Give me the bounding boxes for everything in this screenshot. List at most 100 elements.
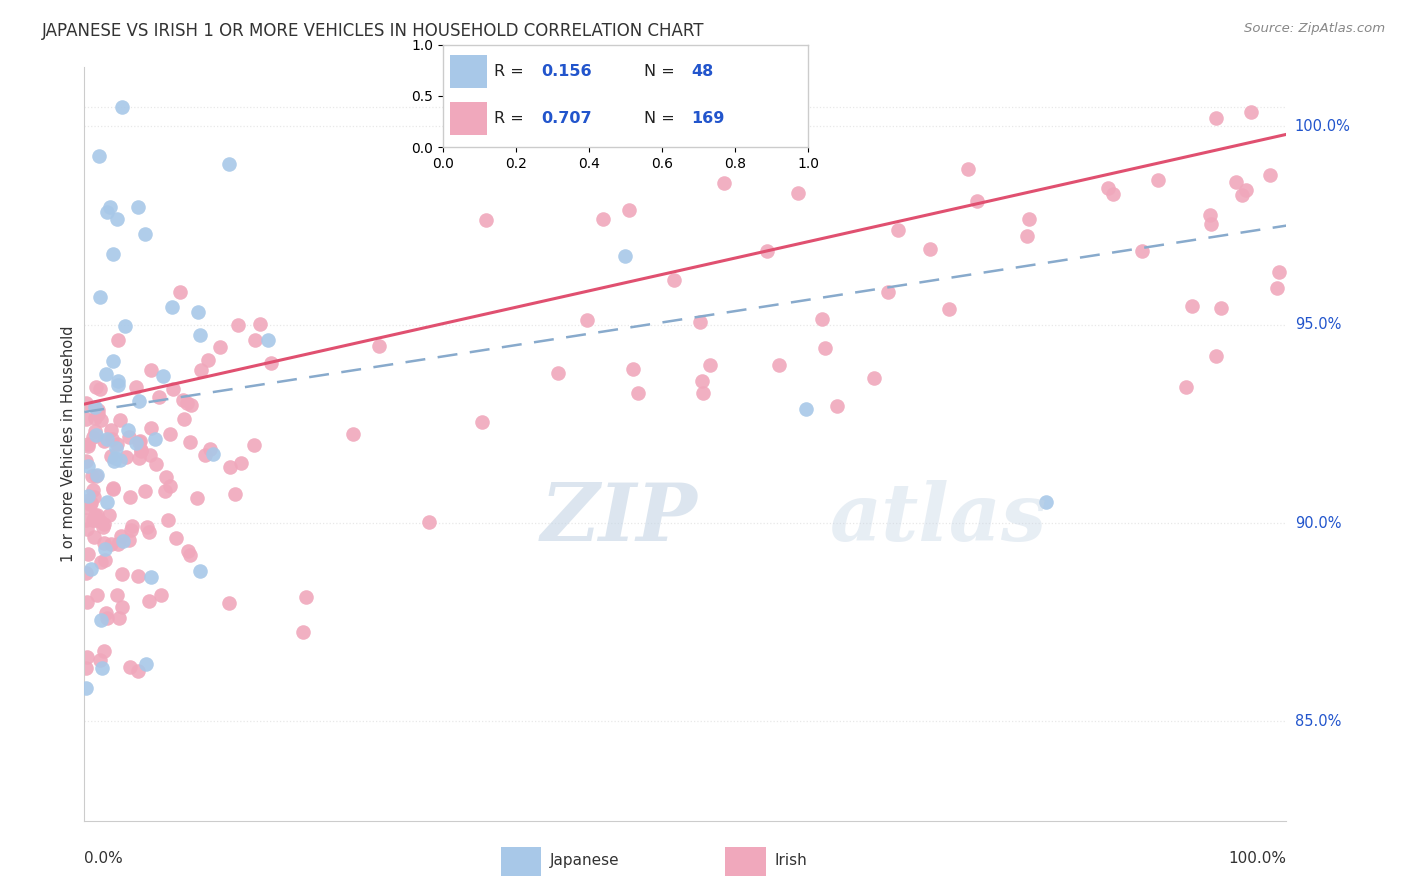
Point xyxy=(120,660,142,674)
Point xyxy=(1205,349,1227,363)
Point xyxy=(91,661,114,675)
Point xyxy=(75,454,97,468)
Point xyxy=(226,318,249,332)
Point xyxy=(1132,244,1154,259)
Point xyxy=(956,162,979,177)
Point xyxy=(1018,211,1040,226)
Point xyxy=(96,204,118,219)
Point xyxy=(257,334,280,348)
Point xyxy=(1209,301,1232,315)
Point xyxy=(111,566,134,581)
Point xyxy=(138,524,160,539)
Point xyxy=(107,536,129,550)
Point xyxy=(90,555,112,569)
Point xyxy=(84,508,107,522)
Point xyxy=(614,249,637,263)
Point xyxy=(1147,173,1170,187)
Text: 169: 169 xyxy=(692,111,725,126)
Point xyxy=(1035,495,1057,509)
Point xyxy=(128,451,150,466)
Point xyxy=(810,312,832,326)
Point xyxy=(139,570,162,584)
Text: Source: ZipAtlas.com: Source: ZipAtlas.com xyxy=(1244,22,1385,36)
Point xyxy=(135,657,157,671)
Point xyxy=(101,432,124,446)
Point xyxy=(148,390,170,404)
Point xyxy=(249,317,271,331)
Text: Irish: Irish xyxy=(775,854,807,868)
Point xyxy=(77,439,100,453)
Point xyxy=(157,512,180,526)
Point xyxy=(110,413,132,427)
Point xyxy=(80,496,103,510)
Point xyxy=(690,374,713,388)
Point xyxy=(187,305,209,319)
Point xyxy=(96,368,118,382)
Point xyxy=(887,223,910,237)
Text: N =: N = xyxy=(644,63,681,78)
Point xyxy=(159,479,181,493)
Point xyxy=(80,469,103,483)
Point xyxy=(173,411,195,425)
Text: 0.0%: 0.0% xyxy=(84,851,124,866)
Point xyxy=(127,200,149,214)
Point xyxy=(1230,188,1253,202)
Point xyxy=(1258,168,1281,182)
Point xyxy=(367,339,389,353)
Point xyxy=(794,402,817,417)
Text: 100.0%: 100.0% xyxy=(1295,119,1351,134)
Point xyxy=(94,541,117,556)
Point xyxy=(83,530,105,544)
Point xyxy=(100,423,122,437)
Point xyxy=(114,319,136,334)
Point xyxy=(111,599,134,614)
Point xyxy=(475,213,498,227)
Point xyxy=(1175,380,1198,394)
Point xyxy=(149,588,172,602)
Point xyxy=(108,452,131,467)
Point xyxy=(77,547,100,561)
Point xyxy=(938,301,960,316)
Point xyxy=(295,590,318,604)
Point xyxy=(82,430,104,444)
Point xyxy=(139,449,162,463)
Point xyxy=(93,644,115,658)
Point xyxy=(471,415,494,429)
Text: 0.707: 0.707 xyxy=(541,111,592,126)
Point xyxy=(152,368,174,383)
Text: 85.0%: 85.0% xyxy=(1295,714,1341,729)
Point xyxy=(1199,217,1222,231)
Point xyxy=(180,398,202,412)
Point xyxy=(86,468,108,483)
Point xyxy=(128,435,150,450)
Point xyxy=(202,447,225,461)
Point xyxy=(186,491,208,505)
Point xyxy=(117,533,139,547)
Point xyxy=(128,393,150,408)
Point xyxy=(173,392,195,407)
Text: 48: 48 xyxy=(692,63,714,78)
Point xyxy=(159,426,181,441)
Point xyxy=(75,500,97,515)
Point xyxy=(169,285,191,299)
Point xyxy=(110,529,132,543)
Point xyxy=(134,227,156,241)
Point xyxy=(84,428,107,442)
Point xyxy=(145,457,167,471)
Point xyxy=(153,484,176,499)
Point xyxy=(93,552,115,566)
Point xyxy=(1268,265,1291,279)
Point xyxy=(75,566,97,580)
Point xyxy=(143,432,166,446)
Point xyxy=(966,194,988,209)
Point xyxy=(93,520,115,534)
Point xyxy=(101,482,124,496)
Point xyxy=(342,426,364,441)
Point xyxy=(89,149,111,163)
Point xyxy=(108,610,131,624)
Point xyxy=(418,516,440,530)
Point xyxy=(621,361,644,376)
Point xyxy=(100,450,122,464)
Text: ZIP: ZIP xyxy=(541,481,697,558)
Point xyxy=(97,508,120,522)
